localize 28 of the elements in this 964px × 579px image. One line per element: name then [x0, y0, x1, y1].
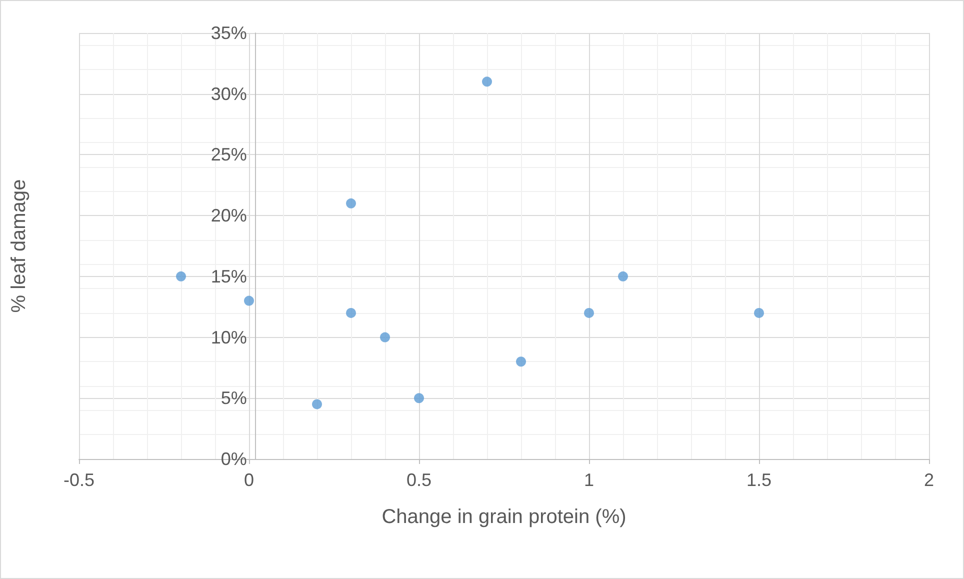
point — [346, 198, 356, 208]
x-tick-label: 0 — [244, 470, 254, 490]
point — [584, 308, 594, 318]
x-tick-label: 1.5 — [746, 470, 772, 490]
point — [482, 76, 492, 87]
y-tick-label: 20% — [210, 206, 247, 226]
x-tick-label: 0.5 — [406, 470, 432, 490]
point — [516, 356, 526, 367]
point — [754, 308, 764, 318]
point — [312, 399, 322, 410]
y-tick-label: 5% — [220, 388, 247, 408]
point — [176, 271, 186, 282]
y-tick-label: 35% — [210, 23, 247, 43]
point — [380, 332, 390, 342]
x-tick-label: 2 — [924, 470, 934, 490]
x-tick-label: 1 — [584, 470, 594, 490]
y-tick-label: 0% — [220, 449, 247, 469]
point — [414, 393, 424, 404]
y-tick-label: 25% — [210, 144, 247, 165]
point — [244, 296, 254, 306]
y-axis-title: % leaf damage — [8, 179, 30, 313]
point — [346, 308, 356, 318]
point — [618, 271, 628, 282]
y-tick-label: 15% — [210, 266, 247, 286]
x-tick-label: -0.5 — [63, 470, 95, 490]
x-axis-title: Change in grain protein (%) — [382, 506, 626, 528]
y-tick-label: 10% — [210, 327, 247, 348]
y-tick-label: 30% — [210, 84, 247, 104]
